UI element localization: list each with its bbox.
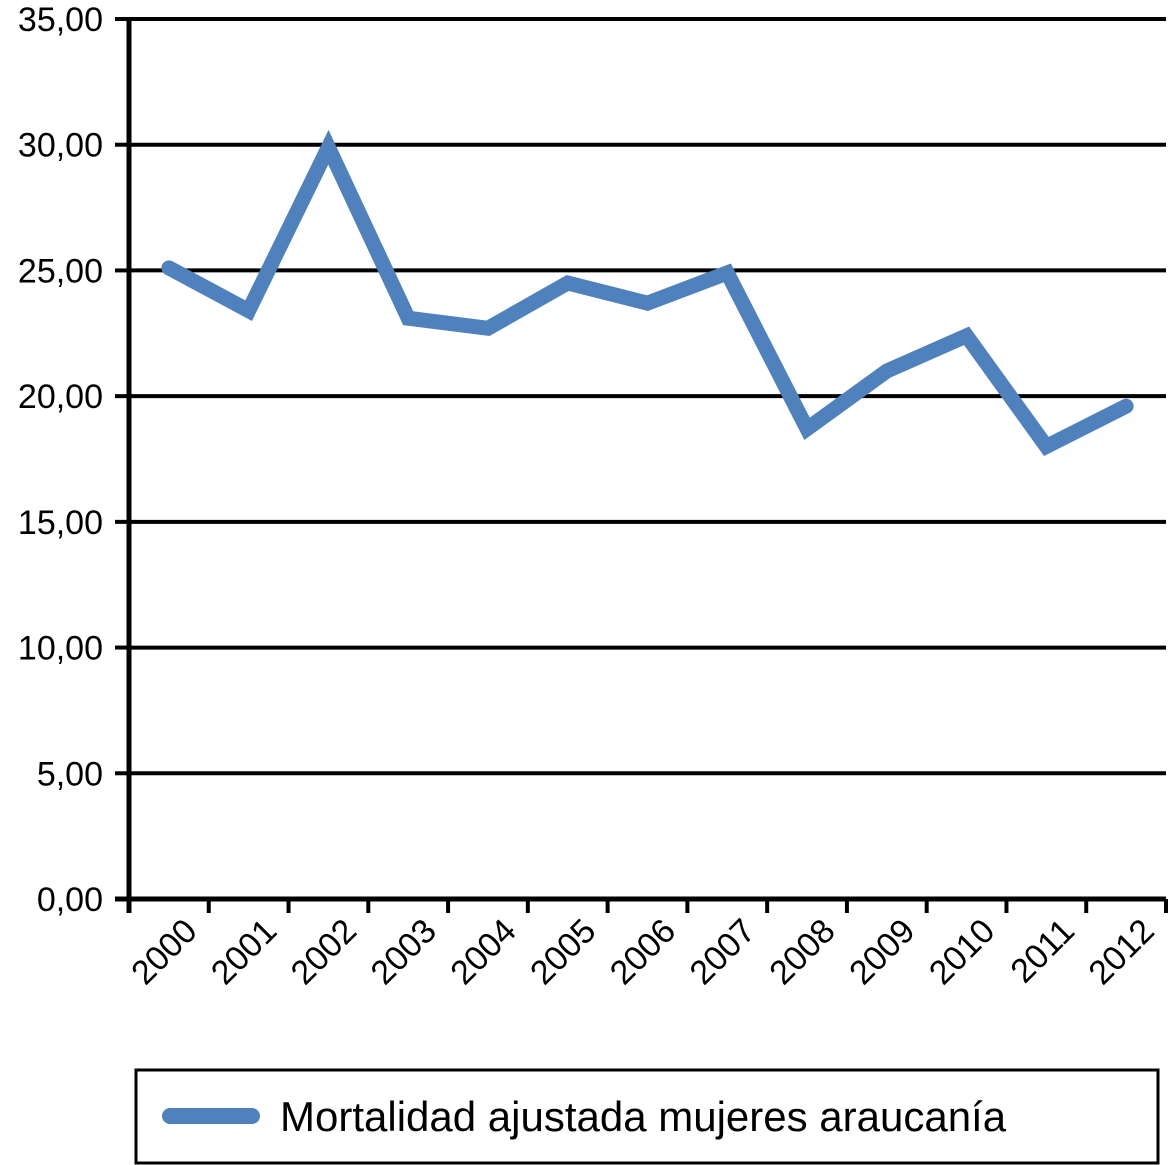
legend-box [134, 1068, 1160, 1165]
y-tick-label: 30,00 [18, 127, 103, 165]
x-tick-label: 2010 [922, 912, 1002, 992]
x-tick-label: 2000 [124, 912, 204, 992]
x-tick-label: 2008 [762, 912, 842, 992]
series-line [161, 129, 1134, 457]
x-tick-label: 2004 [443, 912, 523, 992]
legend-label: Mortalidad ajustada mujeres araucanía [280, 1093, 1007, 1140]
y-tick-label: 5,00 [37, 755, 103, 793]
y-tick-label: 0,00 [37, 881, 103, 919]
legend: Mortalidad ajustada mujeres araucanía [134, 1068, 1160, 1165]
y-tick-label: 25,00 [18, 252, 103, 290]
x-tick-label: 2009 [842, 912, 922, 992]
x-tick-label: 2011 [1003, 912, 1082, 991]
gridlines [129, 17, 1166, 776]
x-tick-label: 2002 [284, 912, 364, 992]
x-axis-ticks: 2000 2001 2002 2003 2004 2005 2006 2007 2008 2009… [124, 899, 1168, 992]
x-tick-label: 2005 [523, 912, 603, 992]
x-tick-label: 2006 [603, 912, 683, 992]
y-tick-label: 10,00 [18, 630, 103, 668]
y-axis-ticks: 0,00 5,00 10,00 15,00 20,00 25,00 30,00 35,00 [18, 1, 129, 919]
y-tick-label: 35,00 [18, 1, 103, 39]
x-tick-label: 2012 [1081, 912, 1161, 992]
x-tick-label: 2007 [683, 912, 763, 992]
x-tick-label: 2001 [204, 912, 284, 992]
series-layer [161, 129, 1134, 457]
y-tick-label: 15,00 [18, 504, 103, 542]
x-tick-label: 2003 [363, 912, 443, 992]
y-tick-label: 20,00 [18, 378, 103, 416]
